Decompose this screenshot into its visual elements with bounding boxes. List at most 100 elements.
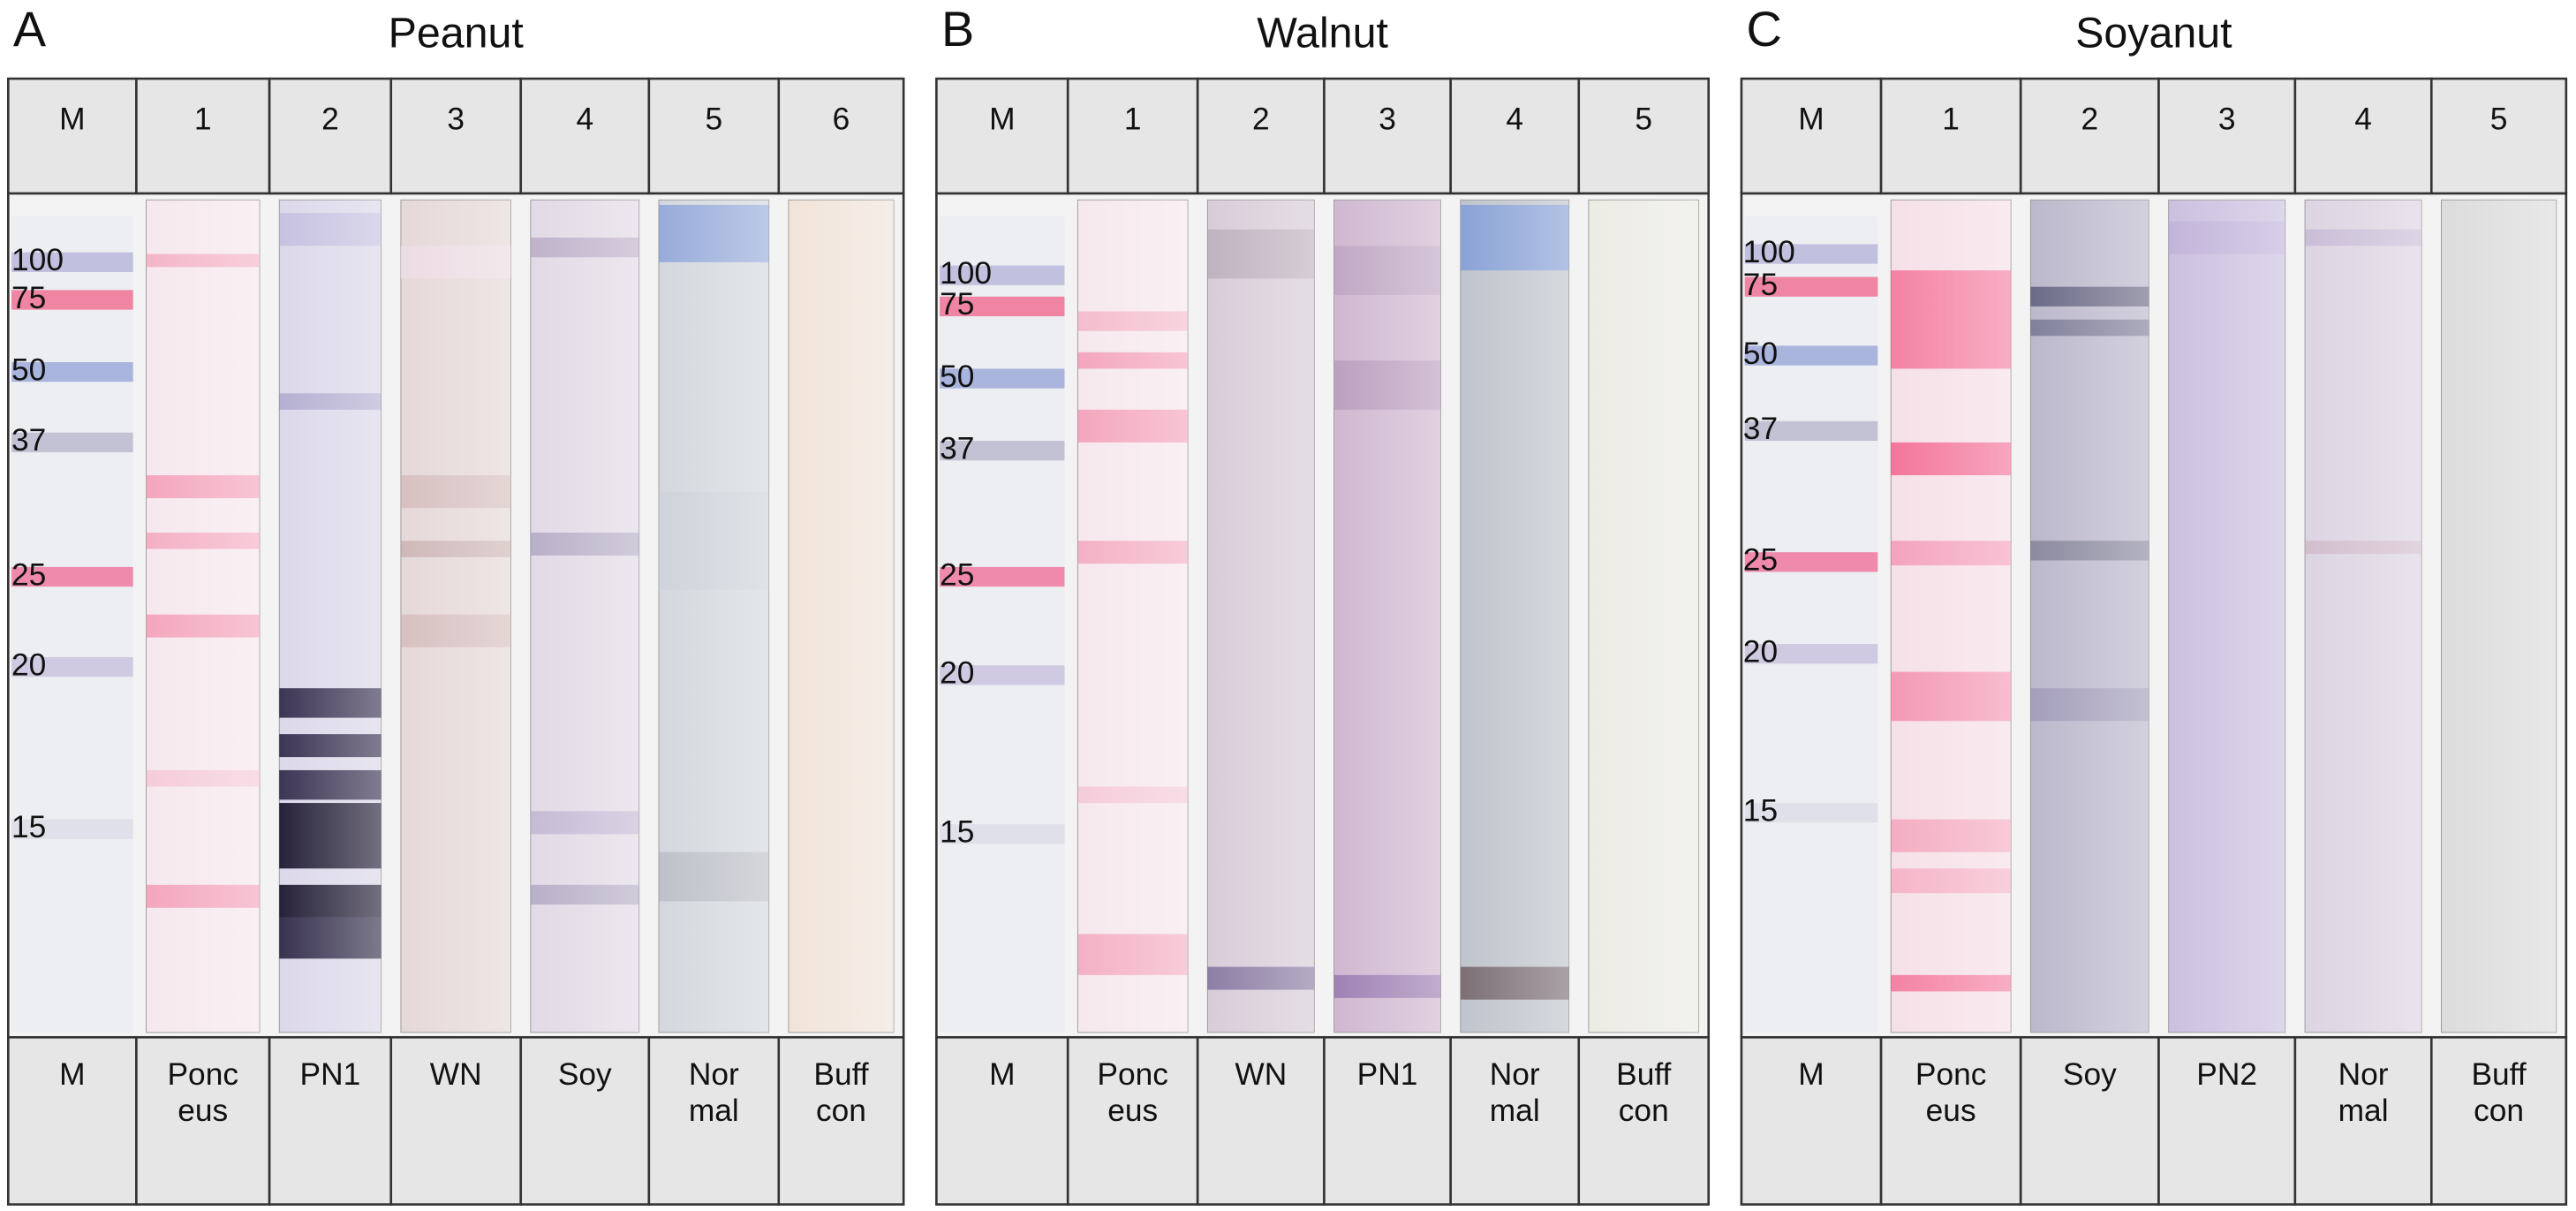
marker-label: 75 [1743, 268, 1778, 302]
marker-band [11, 432, 133, 453]
marker-label: 37 [940, 432, 974, 466]
footer-cell [135, 1036, 271, 1206]
marker-band [1744, 644, 1878, 664]
header-cell [2429, 77, 2568, 195]
sheen [2168, 200, 2285, 1033]
lane-label: M [989, 1057, 1015, 1092]
lane-number: 1 [1124, 102, 1142, 137]
lane-number: 4 [2354, 102, 2372, 137]
header-cell [1323, 77, 1452, 195]
footer-cell [6, 1036, 138, 1206]
header-cell [519, 77, 651, 195]
lane-label: WN [430, 1057, 482, 1092]
marker-label: 100 [11, 243, 64, 277]
lane-number: 2 [1252, 102, 1270, 137]
marker-band [940, 441, 1065, 461]
footer-cell [1740, 1036, 1883, 1206]
lane-number: 3 [1379, 102, 1396, 137]
header-cell [2293, 77, 2433, 195]
marker-label: 37 [1743, 412, 1778, 446]
marker-band [940, 824, 1065, 844]
lane-label: con [2474, 1094, 2524, 1128]
lane-label: PN2 [2196, 1057, 2257, 1092]
lane-number: 2 [2081, 102, 2099, 137]
marker-label: 100 [1743, 235, 1795, 269]
marker-label: 25 [940, 557, 974, 592]
lane-label: Ponc [167, 1057, 238, 1092]
marker-band [940, 566, 1065, 587]
lane-number: 3 [2218, 102, 2236, 137]
lane-label: Ponc [1097, 1057, 1168, 1092]
sheen [1891, 200, 2012, 1033]
sheen [658, 200, 769, 1033]
lane-number: 3 [447, 102, 465, 137]
marker-band [11, 290, 133, 310]
lane-label: M [59, 1057, 85, 1092]
marker-label: 15 [11, 810, 46, 844]
marker-band [940, 368, 1065, 389]
header-cell [268, 77, 393, 195]
lane-label: Buff [2471, 1057, 2526, 1092]
lane-number: 5 [1635, 102, 1652, 137]
lane-number: 5 [2490, 102, 2508, 137]
marker-band [1744, 803, 1878, 823]
header-cell [1577, 77, 1711, 195]
lane-number: 1 [1942, 102, 1960, 137]
lane-label: WN [1235, 1057, 1287, 1092]
panel-letter: B [941, 2, 974, 57]
footer-cell [935, 1036, 1069, 1206]
sheen [2441, 200, 2557, 1033]
lane-number: 1 [194, 102, 212, 137]
lane-number: M [989, 102, 1015, 137]
marker-band [1744, 276, 1878, 297]
lane-label: mal [1490, 1094, 1540, 1128]
marker-label: 15 [1743, 794, 1778, 829]
panel-title: Soyanut [2075, 10, 2232, 57]
header-cell [1740, 77, 1883, 195]
marker-label: 75 [940, 287, 974, 322]
lane-number: 4 [576, 102, 593, 137]
marker-label: 50 [11, 352, 46, 387]
lane-number: 5 [705, 102, 722, 137]
footer-cell [2293, 1036, 2433, 1206]
marker-label: 25 [11, 557, 46, 592]
marker-label: 100 [940, 256, 992, 291]
footer-cell [268, 1036, 393, 1206]
footer-cell [777, 1036, 905, 1206]
sheen [146, 200, 260, 1033]
footer-cell [647, 1036, 781, 1206]
header-cell [935, 77, 1069, 195]
footer-cell [2429, 1036, 2568, 1206]
marker-strip [11, 216, 133, 1033]
lane-label: Nor [689, 1057, 739, 1092]
lane-label: eus [1926, 1094, 1976, 1128]
footer-cell [519, 1036, 651, 1206]
lane-label: Nor [1490, 1057, 1540, 1092]
lane-label: Buff [1616, 1057, 1671, 1092]
lane-label: mal [2338, 1094, 2389, 1128]
marker-band [11, 656, 133, 677]
lane-number: M [59, 102, 85, 137]
marker-band [940, 296, 1065, 317]
marker-strip [940, 216, 1065, 1033]
blot-area [935, 192, 1711, 1039]
lane-number: 2 [321, 102, 339, 137]
marker-band [1744, 552, 1878, 572]
header-cell [1879, 77, 2022, 195]
marker-label: 20 [940, 656, 974, 691]
marker-label: 25 [1743, 543, 1778, 578]
lane-label: eus [1107, 1094, 1158, 1128]
marker-label: 50 [940, 360, 974, 394]
lane-number: 6 [833, 102, 850, 137]
marker-band [940, 665, 1065, 685]
marker-label: 15 [940, 815, 974, 850]
lane-label: con [1619, 1094, 1669, 1128]
panel-letter: A [13, 2, 47, 57]
marker-band [1744, 244, 1878, 264]
marker-label: 75 [11, 281, 46, 315]
panel-letter: C [1747, 2, 1782, 57]
marker-band [1744, 420, 1878, 442]
panel-title: Walnut [1257, 10, 1388, 57]
lane-label: Nor [2338, 1057, 2389, 1092]
